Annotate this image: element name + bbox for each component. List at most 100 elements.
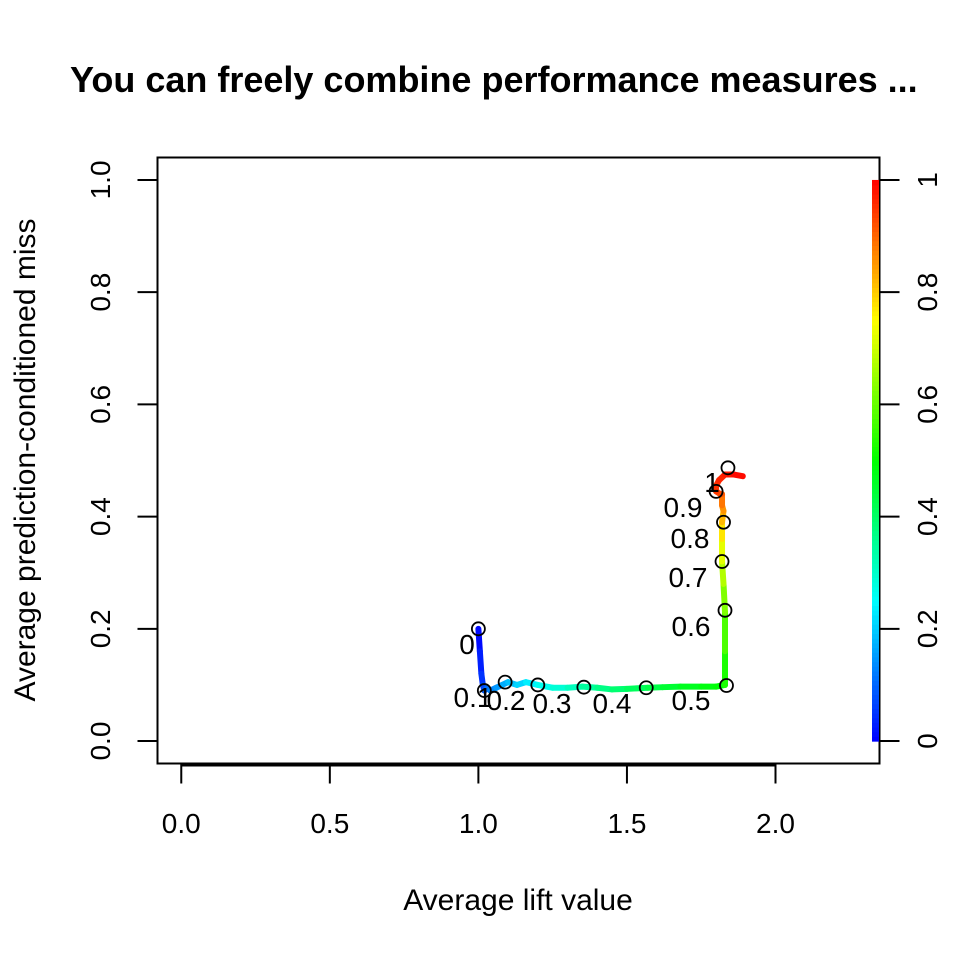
colorbar-segment [872,222,879,228]
colorbar-segment [872,549,879,555]
colorbar-segment [872,568,879,574]
colorbar-segment [872,282,879,289]
colorbar-segment [872,483,879,490]
colorbar-segment [872,315,879,321]
colorbar-segment [872,703,879,709]
colorbar-segment [872,460,879,466]
colorbar-segment [872,455,879,462]
colorbar-segment [872,301,879,307]
x-tick-label: 0.0 [162,808,201,839]
colorbar-segment [872,722,879,728]
colorbar-segment [872,208,879,214]
colorbar-segment [872,390,879,396]
colorbar-segment [872,493,879,499]
colorbar-segment [872,591,879,597]
colorbar-tick-label: 1 [912,172,943,188]
colorbar-segment [872,198,879,204]
cutoff-label: 0.8 [671,523,710,554]
colorbar-segment [872,736,879,742]
colorbar-segment [872,278,879,284]
x-axis: 0.0 0.5 1.0 1.5 2.0 [162,763,795,839]
colorbar-segment [872,563,879,569]
curve-segment [475,625,483,655]
colorbar-segment [872,446,879,452]
colorbar-segment [872,236,879,242]
colorbar-segment [872,525,879,532]
x-axis-label: Average lift value [403,884,633,917]
colorbar-segment [872,610,879,616]
y-tick-label: 0.2 [85,609,116,648]
cutoff-marker [638,680,654,696]
colorbar-segment [872,320,879,326]
colorbar-segment [872,432,879,438]
cutoff-marker [497,674,513,690]
cutoff-marker [530,677,546,693]
curve-segment [623,684,651,692]
cutoff-marker [576,679,592,695]
cutoff-label: 0.4 [593,688,632,719]
colorbar-segment [872,306,879,312]
colorbar-segment [872,179,879,186]
colorbar-segment [872,544,879,550]
colorbar-segment [872,558,879,564]
colorbar-segment [872,409,879,415]
curve-segment [730,471,746,480]
colorbar-segment [872,633,879,639]
colorbar-tick-label: 0.8 [912,273,943,312]
colorbar-segment [872,184,879,190]
colorbar-segment [872,717,879,723]
cutoff-label: 0 [459,629,475,660]
colorbar-segment [872,310,879,317]
colorbar-segment [872,395,879,401]
cutoff-label: 0.1 [454,682,493,713]
colorbar-segment [872,189,879,195]
curve-segment [720,580,728,615]
colorbar-segment [872,586,879,593]
colorbar-segment [872,502,879,508]
cutoff-marker [720,460,736,476]
colorbar-segment [872,357,879,363]
cutoff-marker [719,678,734,693]
colorbar-segment [872,488,879,494]
colorbar-segment [872,605,879,611]
colorbar-segment [872,376,879,382]
colorbar-segment [872,474,879,480]
colorbar-segment [872,296,879,303]
colorbar-segment [872,423,879,429]
cutoff-marker [717,602,733,618]
x-tick-label: 1.5 [607,808,646,839]
colorbar-segment [872,193,879,200]
colorbar-segment [872,535,879,541]
colorbar-segment [872,554,879,560]
colorbar-segment [872,418,879,424]
colorbar-segment [872,507,879,513]
colorbar-segment [872,698,879,705]
colorbar-segment [872,259,879,265]
cutoff-marker [476,683,492,698]
colorbar-segment [872,684,879,691]
colorbar-segment [872,329,879,335]
colorbar-segment [872,530,879,536]
colorbar-segment [872,413,879,420]
colorbar-segment [872,343,879,349]
colorbar-segment [872,451,879,457]
plot-frame [156,156,881,765]
colorbar-segment [872,596,879,602]
colorbar-segment [872,352,879,359]
colorbar-segment [872,675,879,681]
colorbar-segment [872,427,879,434]
colorbar-segment [872,600,879,607]
colorbar-segment [872,511,879,518]
cutoff-label: 0.2 [487,685,526,716]
y-axis: 0.0 0.2 0.4 0.6 0.8 1.0 [85,160,158,761]
colorbar-segment [872,338,879,345]
colorbar-segment [872,539,879,546]
cutoff-marker [708,483,724,499]
colorbar-segment [872,287,879,293]
x-tick-label: 2.0 [756,808,795,839]
y-tick-label: 0.6 [85,385,116,424]
colorbar-segment [872,273,879,279]
colorbar-segment [872,638,879,644]
colorbar-segment [872,582,879,588]
